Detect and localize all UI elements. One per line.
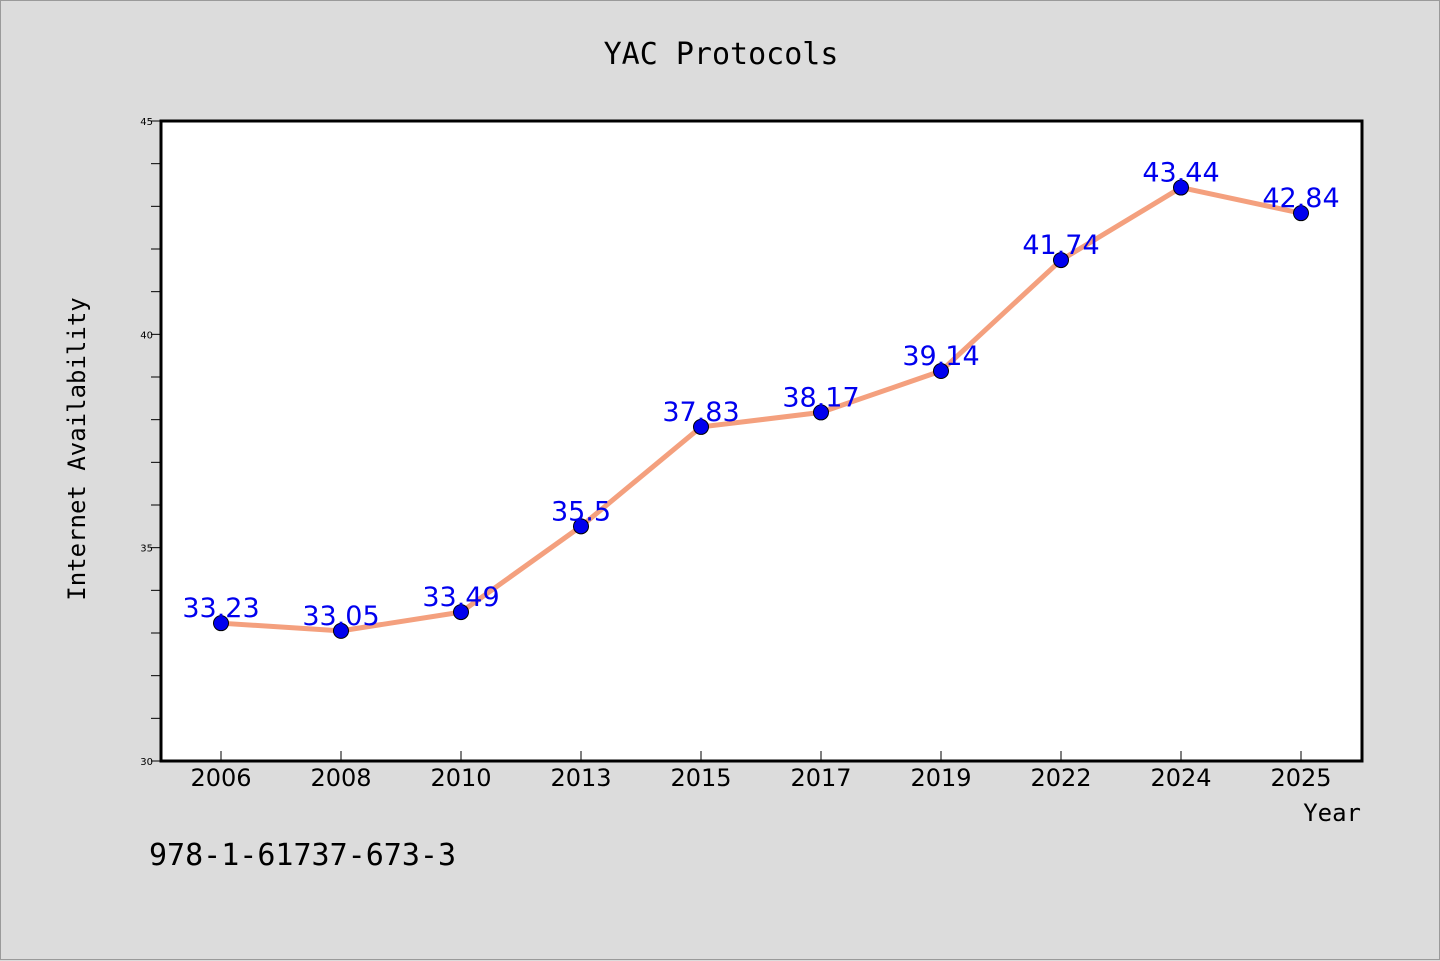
data-point xyxy=(933,363,949,380)
footer-isbn: 978-1-61737-673-3 xyxy=(149,838,456,873)
x-tick-label: 2025 xyxy=(1270,764,1331,792)
x-tick-label: 2013 xyxy=(550,764,611,792)
data-point xyxy=(453,604,469,621)
x-tick-label: 2010 xyxy=(430,764,491,792)
data-point xyxy=(213,615,229,632)
data-point xyxy=(333,622,349,639)
series-group: 33.23 33.05 33.49 35.5 37.83 38.17 39.14 41.74 4… xyxy=(182,158,1340,639)
data-label: 33.23 xyxy=(182,593,259,624)
data-label: 42.84 xyxy=(1262,183,1339,214)
y-tick-label: 30 xyxy=(140,757,153,768)
x-tick-label: 2022 xyxy=(1030,764,1091,792)
x-axis: 2006 2008 2010 2013 2015 2017 2019 2022 2024 2025 xyxy=(190,751,1332,792)
data-label: 33.05 xyxy=(302,601,379,632)
x-tick-label: 2015 xyxy=(670,764,731,792)
plot-area xyxy=(159,119,1364,763)
data-label: 43.44 xyxy=(1142,158,1219,189)
y-axis: 30 35 40 45 xyxy=(140,117,161,768)
data-label: 33.49 xyxy=(422,582,499,613)
y-tick-label: 40 xyxy=(140,330,153,341)
y-tick-label: 35 xyxy=(140,544,153,555)
data-point xyxy=(1293,205,1309,222)
x-tick-label: 2024 xyxy=(1150,764,1211,792)
x-axis-label: Year xyxy=(1303,799,1361,827)
chart-title: YAC Protocols xyxy=(604,37,839,72)
data-label: 35.5 xyxy=(551,496,611,527)
y-tick-label: 45 xyxy=(140,117,153,128)
x-tick-label: 2019 xyxy=(910,764,971,792)
series-line xyxy=(218,185,1304,634)
y-axis-label: Internet Availability xyxy=(63,297,91,600)
data-point xyxy=(813,404,829,421)
x-tick-label: 2006 xyxy=(190,764,251,792)
data-point xyxy=(1173,179,1189,196)
data-point xyxy=(1053,252,1069,269)
data-label: 41.74 xyxy=(1022,230,1099,261)
x-tick-label: 2017 xyxy=(790,764,851,792)
data-label: 37.83 xyxy=(662,397,739,428)
data-label: 38.17 xyxy=(782,382,859,413)
data-label: 39.14 xyxy=(902,341,979,372)
data-point xyxy=(693,418,709,435)
data-point xyxy=(573,518,589,535)
x-tick-label: 2008 xyxy=(310,764,371,792)
